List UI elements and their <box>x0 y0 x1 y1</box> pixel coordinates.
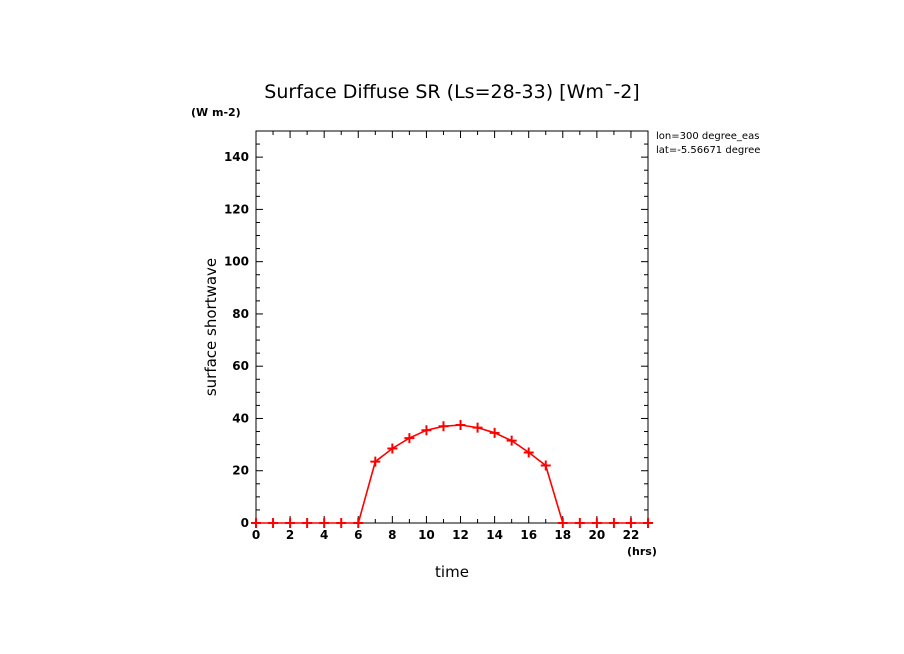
chart-title: Surface Diffuse SR (Ls=28-33) [Wm¯-2] <box>264 81 639 103</box>
plot-frame <box>255 130 649 524</box>
x-tick-label: 14 <box>486 528 503 542</box>
data-point <box>353 518 364 528</box>
info-lon: lon=300 degree_eas <box>656 131 759 142</box>
y-axis-label: surface shortwave <box>202 258 220 396</box>
data-point <box>268 518 279 528</box>
x-tick-label: 8 <box>388 528 396 542</box>
x-tick-label: 20 <box>589 528 606 542</box>
y-tick-label: 60 <box>232 359 249 373</box>
x-tick-label: 4 <box>320 528 328 542</box>
y-tick-label: 120 <box>224 202 249 216</box>
y-tick-label: 40 <box>232 411 249 425</box>
series-line <box>256 424 648 524</box>
data-point <box>421 425 432 436</box>
data-point <box>438 421 449 432</box>
data-point <box>285 518 296 528</box>
x-tick-label: 0 <box>252 528 260 542</box>
y-tick-label: 80 <box>232 307 249 321</box>
y-tick-label: 0 <box>241 516 249 530</box>
y-tick-label: 140 <box>224 150 249 164</box>
x-tick-label: 10 <box>418 528 435 542</box>
x-tick-label: 6 <box>354 528 362 542</box>
data-point <box>472 422 483 433</box>
data-point <box>455 420 466 430</box>
x-tick-label: 12 <box>452 528 469 542</box>
x-axis-label: time <box>435 563 469 581</box>
series-group <box>251 420 653 528</box>
data-point <box>591 518 602 528</box>
x-tick-label: 16 <box>520 528 537 542</box>
x-unit: (hrs) <box>627 545 657 558</box>
data-point <box>540 460 551 471</box>
data-point <box>489 427 500 438</box>
data-point <box>557 518 568 528</box>
data-point <box>319 518 330 528</box>
x-tick-label: 22 <box>623 528 640 542</box>
data-point <box>370 456 381 467</box>
y-tick-label: 100 <box>224 255 249 269</box>
data-point <box>523 447 534 458</box>
x-tick-label: 2 <box>286 528 294 542</box>
info-lat: lat=-5.56671 degree <box>656 145 760 156</box>
data-point <box>574 518 585 528</box>
data-point <box>336 518 347 528</box>
x-tick-label: 18 <box>554 528 571 542</box>
y-tick-label: 20 <box>232 464 249 478</box>
data-point <box>251 518 261 528</box>
tick-labels: 0 2 4 6 8 10 12 14 16 18 20 22 0 20 40 60 80 100 120 140 <box>224 150 639 542</box>
data-point <box>608 518 619 528</box>
data-point <box>643 518 653 528</box>
data-point <box>625 518 636 528</box>
data-point <box>506 435 517 446</box>
y-unit: (W m-2) <box>191 106 241 119</box>
axis-ticks <box>255 130 649 524</box>
data-point <box>302 518 313 528</box>
data-point <box>404 433 415 444</box>
data-point <box>387 443 398 454</box>
